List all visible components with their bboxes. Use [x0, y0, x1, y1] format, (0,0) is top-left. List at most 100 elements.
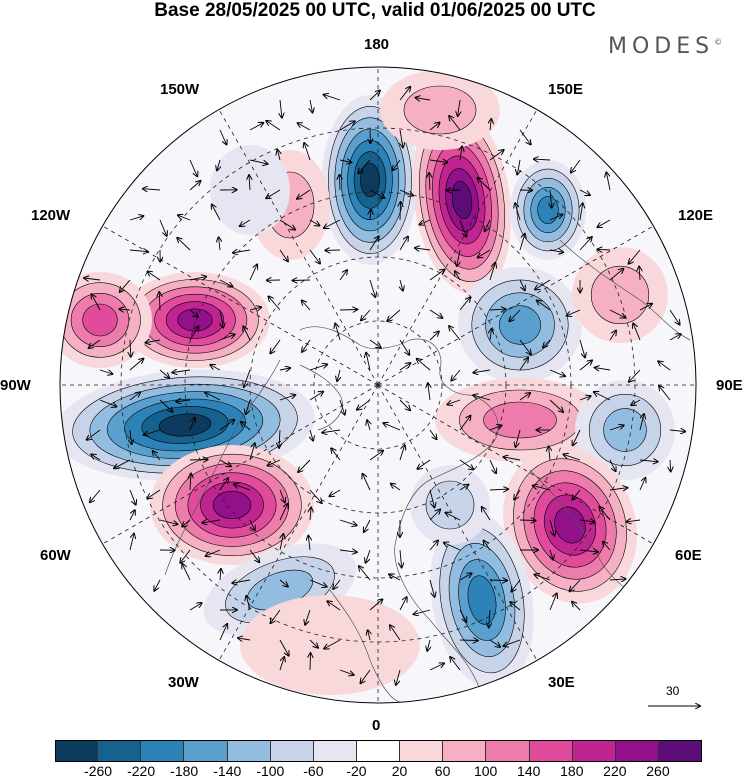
wind-vector [298, 123, 311, 131]
wind-vector [609, 269, 623, 281]
wind-vector [219, 420, 234, 431]
wind-vector [459, 609, 466, 622]
wind-vector [369, 339, 381, 348]
wind-vector [455, 271, 461, 281]
wind-vector [429, 510, 440, 521]
wind-vector [129, 510, 135, 521]
wind-vector [309, 364, 327, 371]
wind-vector [609, 309, 625, 318]
map-boundary [59, 66, 697, 704]
label-lon-60w: 60W [40, 547, 71, 564]
wind-vector [549, 447, 550, 461]
wind-vector [417, 359, 431, 371]
colorbar-tick-label: -260 [84, 763, 113, 779]
colorbar-swatch [270, 740, 314, 761]
wind-vector [519, 393, 530, 401]
wind-vector [361, 309, 371, 320]
wind-vector [550, 189, 552, 208]
wind-vector [159, 292, 160, 311]
wind-vector [219, 279, 233, 287]
wind-vector [489, 489, 508, 490]
wind-vector [91, 454, 101, 461]
wind-vector [595, 368, 611, 370]
wind-vector [145, 340, 161, 343]
wind-vector [489, 459, 496, 473]
colorbar-tick-label: -140 [213, 763, 242, 779]
anomaly-field [60, 70, 675, 695]
map-title: Base 28/05/2025 00 UTC, valid 01/06/2025… [154, 0, 596, 21]
wind-vector [189, 159, 197, 176]
wind-vector [84, 278, 101, 280]
wind-vector [629, 369, 641, 382]
wind-vector [639, 267, 640, 281]
wind-vector [550, 549, 553, 560]
wind-vector [189, 460, 208, 461]
wind-vector [310, 653, 311, 671]
wind-vector [490, 329, 492, 341]
wind-vector [444, 543, 461, 551]
wind-vector [210, 365, 221, 371]
wind-vector [579, 339, 585, 357]
label-lon-150e: 150E [548, 81, 584, 98]
label-lon-150w: 150W [160, 81, 200, 98]
wind-vector [515, 203, 521, 221]
anomaly-contour [499, 305, 541, 345]
wind-vector [473, 370, 491, 373]
wind-vector [279, 395, 295, 401]
wind-vector [280, 534, 283, 551]
wind-vector [579, 189, 590, 195]
wind-vector [659, 386, 671, 401]
wind-vector [159, 399, 173, 412]
wind-vector [658, 361, 671, 371]
label-lon-30e: 30E [548, 674, 575, 691]
wind-vector [340, 175, 341, 191]
wind-vector [357, 399, 371, 410]
wind-vector [549, 399, 563, 412]
wind-vector [234, 484, 251, 491]
wind-vector [460, 147, 462, 161]
wind-vector [189, 277, 206, 280]
wind-vector [519, 358, 528, 371]
wind-vector [270, 339, 281, 353]
wind-vector [458, 99, 460, 116]
wind-vector [189, 309, 198, 317]
wind-vector [429, 489, 435, 507]
wind-vector [516, 429, 521, 447]
wind-vector [279, 219, 295, 230]
wind-vector [180, 549, 191, 563]
wind-vector [359, 566, 371, 581]
meridian-line [100, 384, 379, 546]
wind-vector [609, 488, 627, 490]
wind-vector [414, 609, 431, 614]
wind-vector [534, 159, 551, 160]
colorbar-tick-label: -100 [256, 763, 285, 779]
wind-vector [232, 580, 251, 583]
wind-vector [217, 159, 220, 170]
wind-vector [629, 249, 641, 264]
wind-vector [396, 669, 401, 685]
wind-vector [277, 150, 280, 161]
wind-vector [266, 189, 281, 198]
wind-vector [364, 519, 371, 532]
wind-vector [598, 249, 611, 250]
wind-vector [363, 474, 371, 491]
wind-vector [572, 602, 581, 611]
wind-vector [114, 459, 131, 468]
wind-vector [429, 332, 439, 341]
anomaly-contour [483, 401, 557, 439]
wind-vector [361, 669, 371, 683]
wind-vector [580, 203, 583, 221]
wind-vector [415, 248, 431, 250]
colorbar [55, 740, 702, 761]
wind-vector [176, 400, 191, 402]
wind-vector [535, 279, 551, 290]
colorbar-swatch [313, 740, 357, 761]
wind-vector [510, 602, 521, 611]
anomaly-contour [82, 303, 118, 337]
colorbar-swatch [529, 740, 573, 761]
wind-vector [519, 129, 531, 144]
wind-vector [482, 507, 491, 521]
wind-vector [383, 423, 401, 431]
wind-vector [572, 489, 581, 500]
wind-vector [219, 624, 227, 641]
